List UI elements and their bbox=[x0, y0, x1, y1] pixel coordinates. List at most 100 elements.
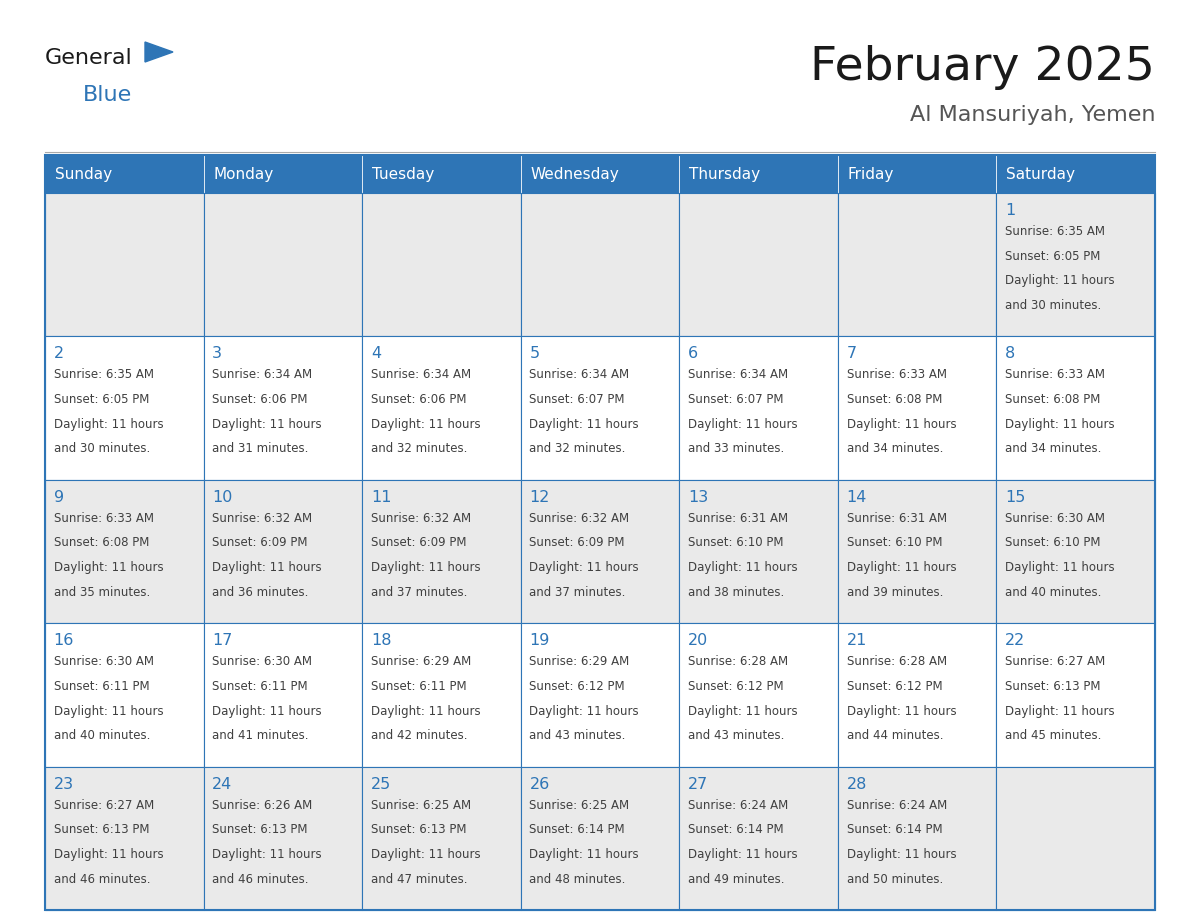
Text: Sunset: 6:12 PM: Sunset: 6:12 PM bbox=[847, 680, 942, 693]
Bar bbox=[520, 193, 680, 336]
Bar bbox=[362, 767, 520, 910]
Bar bbox=[838, 193, 997, 336]
Text: 18: 18 bbox=[371, 633, 391, 648]
Text: Daylight: 11 hours: Daylight: 11 hours bbox=[688, 848, 797, 861]
Text: Daylight: 11 hours: Daylight: 11 hours bbox=[530, 418, 639, 431]
Text: Sunset: 6:10 PM: Sunset: 6:10 PM bbox=[688, 536, 784, 550]
Bar bbox=[520, 767, 680, 910]
Text: and 38 minutes.: and 38 minutes. bbox=[688, 586, 784, 599]
Text: Sunset: 6:06 PM: Sunset: 6:06 PM bbox=[213, 393, 308, 406]
Text: and 44 minutes.: and 44 minutes. bbox=[847, 729, 943, 742]
Bar bbox=[997, 623, 1155, 767]
Text: Daylight: 11 hours: Daylight: 11 hours bbox=[530, 848, 639, 861]
Text: Sunrise: 6:26 AM: Sunrise: 6:26 AM bbox=[213, 799, 312, 812]
Text: Sunrise: 6:34 AM: Sunrise: 6:34 AM bbox=[371, 368, 470, 381]
Text: 3: 3 bbox=[213, 346, 222, 362]
Text: Sunrise: 6:34 AM: Sunrise: 6:34 AM bbox=[213, 368, 312, 381]
Text: Sunset: 6:06 PM: Sunset: 6:06 PM bbox=[371, 393, 467, 406]
Text: Sunrise: 6:27 AM: Sunrise: 6:27 AM bbox=[1005, 655, 1105, 668]
Text: Daylight: 11 hours: Daylight: 11 hours bbox=[688, 418, 797, 431]
Text: 22: 22 bbox=[1005, 633, 1025, 648]
Text: Daylight: 11 hours: Daylight: 11 hours bbox=[371, 561, 480, 574]
Text: Daylight: 11 hours: Daylight: 11 hours bbox=[53, 704, 163, 718]
Text: 16: 16 bbox=[53, 633, 74, 648]
Text: Sunrise: 6:29 AM: Sunrise: 6:29 AM bbox=[371, 655, 472, 668]
Bar bbox=[45, 155, 1155, 910]
Text: Monday: Monday bbox=[213, 166, 273, 182]
Text: 23: 23 bbox=[53, 777, 74, 791]
Text: 11: 11 bbox=[371, 490, 391, 505]
Bar bbox=[520, 480, 680, 623]
Text: Daylight: 11 hours: Daylight: 11 hours bbox=[213, 704, 322, 718]
Text: Sunrise: 6:33 AM: Sunrise: 6:33 AM bbox=[1005, 368, 1105, 381]
Bar bbox=[520, 155, 680, 193]
Bar bbox=[45, 193, 203, 336]
Bar bbox=[362, 193, 520, 336]
Text: Sunrise: 6:25 AM: Sunrise: 6:25 AM bbox=[530, 799, 630, 812]
Text: and 42 minutes.: and 42 minutes. bbox=[371, 729, 467, 742]
Text: and 35 minutes.: and 35 minutes. bbox=[53, 586, 150, 599]
Bar bbox=[362, 480, 520, 623]
Text: and 50 minutes.: and 50 minutes. bbox=[847, 873, 943, 886]
Text: Sunset: 6:05 PM: Sunset: 6:05 PM bbox=[53, 393, 150, 406]
Text: Daylight: 11 hours: Daylight: 11 hours bbox=[1005, 418, 1114, 431]
Text: Sunrise: 6:34 AM: Sunrise: 6:34 AM bbox=[530, 368, 630, 381]
Text: and 49 minutes.: and 49 minutes. bbox=[688, 873, 784, 886]
Text: General: General bbox=[45, 48, 133, 68]
Text: Sunset: 6:12 PM: Sunset: 6:12 PM bbox=[530, 680, 625, 693]
Text: and 40 minutes.: and 40 minutes. bbox=[53, 729, 150, 742]
Text: and 41 minutes.: and 41 minutes. bbox=[213, 729, 309, 742]
Bar bbox=[203, 480, 362, 623]
Text: Sunset: 6:14 PM: Sunset: 6:14 PM bbox=[530, 823, 625, 836]
Text: Sunrise: 6:24 AM: Sunrise: 6:24 AM bbox=[688, 799, 789, 812]
Bar bbox=[838, 767, 997, 910]
Bar bbox=[45, 155, 203, 193]
Polygon shape bbox=[145, 42, 173, 62]
Text: and 33 minutes.: and 33 minutes. bbox=[688, 442, 784, 455]
Bar bbox=[997, 767, 1155, 910]
Text: Sunset: 6:14 PM: Sunset: 6:14 PM bbox=[847, 823, 942, 836]
Text: 17: 17 bbox=[213, 633, 233, 648]
Text: 9: 9 bbox=[53, 490, 64, 505]
Text: and 40 minutes.: and 40 minutes. bbox=[1005, 586, 1101, 599]
Text: 1: 1 bbox=[1005, 203, 1016, 218]
Text: and 45 minutes.: and 45 minutes. bbox=[1005, 729, 1101, 742]
Text: Sunrise: 6:25 AM: Sunrise: 6:25 AM bbox=[371, 799, 470, 812]
Text: 7: 7 bbox=[847, 346, 857, 362]
Text: Sunrise: 6:32 AM: Sunrise: 6:32 AM bbox=[213, 512, 312, 525]
Bar bbox=[838, 336, 997, 480]
Text: Daylight: 11 hours: Daylight: 11 hours bbox=[530, 561, 639, 574]
Text: Daylight: 11 hours: Daylight: 11 hours bbox=[688, 704, 797, 718]
Text: Daylight: 11 hours: Daylight: 11 hours bbox=[847, 418, 956, 431]
Bar bbox=[680, 767, 838, 910]
Text: Sunrise: 6:30 AM: Sunrise: 6:30 AM bbox=[53, 655, 153, 668]
Text: Sunset: 6:05 PM: Sunset: 6:05 PM bbox=[1005, 250, 1100, 263]
Bar bbox=[680, 480, 838, 623]
Text: Daylight: 11 hours: Daylight: 11 hours bbox=[53, 418, 163, 431]
Text: Sunrise: 6:35 AM: Sunrise: 6:35 AM bbox=[53, 368, 153, 381]
Text: Sunset: 6:09 PM: Sunset: 6:09 PM bbox=[530, 536, 625, 550]
Text: Sunrise: 6:32 AM: Sunrise: 6:32 AM bbox=[371, 512, 470, 525]
Text: and 37 minutes.: and 37 minutes. bbox=[371, 586, 467, 599]
Text: 27: 27 bbox=[688, 777, 708, 791]
Text: 25: 25 bbox=[371, 777, 391, 791]
Text: Daylight: 11 hours: Daylight: 11 hours bbox=[371, 704, 480, 718]
Text: Daylight: 11 hours: Daylight: 11 hours bbox=[213, 418, 322, 431]
Bar bbox=[362, 155, 520, 193]
Text: Al Mansuriyah, Yemen: Al Mansuriyah, Yemen bbox=[910, 105, 1155, 125]
Bar bbox=[680, 155, 838, 193]
Bar bbox=[45, 767, 203, 910]
Text: Sunset: 6:11 PM: Sunset: 6:11 PM bbox=[371, 680, 467, 693]
Text: and 43 minutes.: and 43 minutes. bbox=[688, 729, 784, 742]
Text: Sunset: 6:07 PM: Sunset: 6:07 PM bbox=[688, 393, 784, 406]
Bar bbox=[680, 336, 838, 480]
Bar bbox=[203, 155, 362, 193]
Text: Sunset: 6:09 PM: Sunset: 6:09 PM bbox=[371, 536, 467, 550]
Text: Daylight: 11 hours: Daylight: 11 hours bbox=[53, 561, 163, 574]
Text: 5: 5 bbox=[530, 346, 539, 362]
Text: Sunset: 6:10 PM: Sunset: 6:10 PM bbox=[1005, 536, 1100, 550]
Text: 26: 26 bbox=[530, 777, 550, 791]
Text: 19: 19 bbox=[530, 633, 550, 648]
Text: Thursday: Thursday bbox=[689, 166, 760, 182]
Text: 21: 21 bbox=[847, 633, 867, 648]
